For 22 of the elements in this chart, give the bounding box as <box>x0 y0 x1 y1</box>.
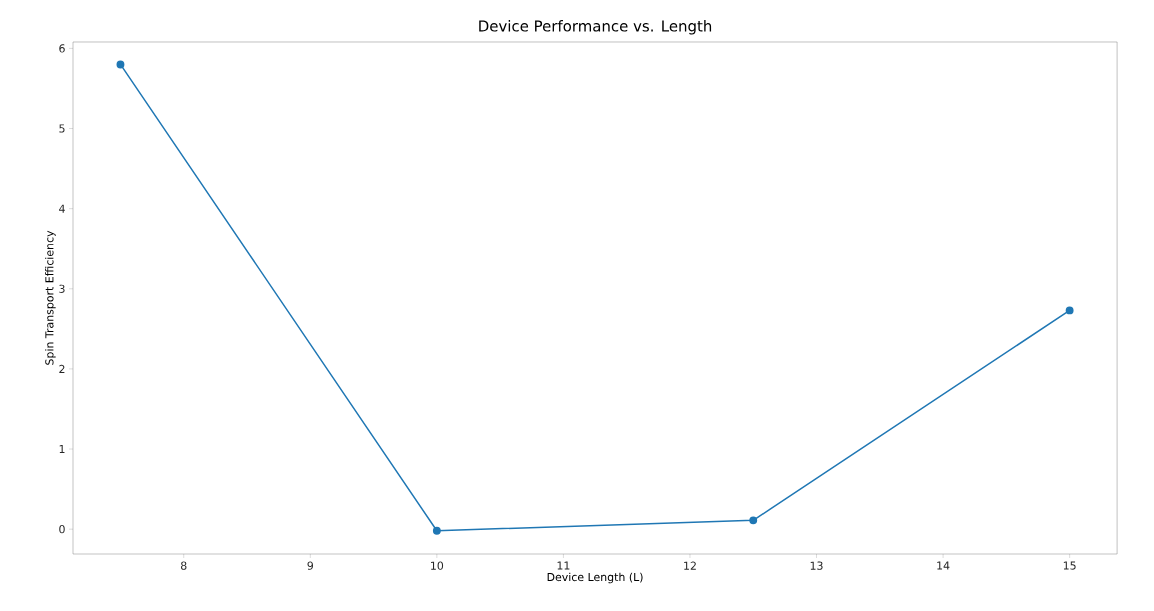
y-tick-label: 0 <box>59 525 65 534</box>
y-tick-label: 1 <box>59 445 65 454</box>
y-axis-title: Spin Transport Efficiency <box>45 230 56 365</box>
x-tick-label: 9 <box>307 561 314 570</box>
chart-title: Device Performance vs. Length <box>479 20 712 35</box>
y-tick-label: 2 <box>59 364 65 373</box>
x-tick-label: 14 <box>937 561 950 570</box>
x-tick-label: 15 <box>1063 561 1076 570</box>
point <box>1065 306 1074 315</box>
x-tick-label: 13 <box>810 561 823 570</box>
point <box>749 516 758 525</box>
point <box>432 526 441 535</box>
point <box>116 60 125 69</box>
x-tick-label: 12 <box>684 561 696 570</box>
y-tick-label: 3 <box>59 284 65 293</box>
x-tick-label: 10 <box>431 561 444 570</box>
x-tick-label: 11 <box>557 561 570 570</box>
y-tick-label: 5 <box>59 124 65 133</box>
x-axis-title: Device Length (L) <box>547 572 643 584</box>
x-tick-label: 8 <box>181 561 187 570</box>
y-tick-label: 6 <box>59 44 65 53</box>
y-tick-label: 4 <box>59 204 65 213</box>
